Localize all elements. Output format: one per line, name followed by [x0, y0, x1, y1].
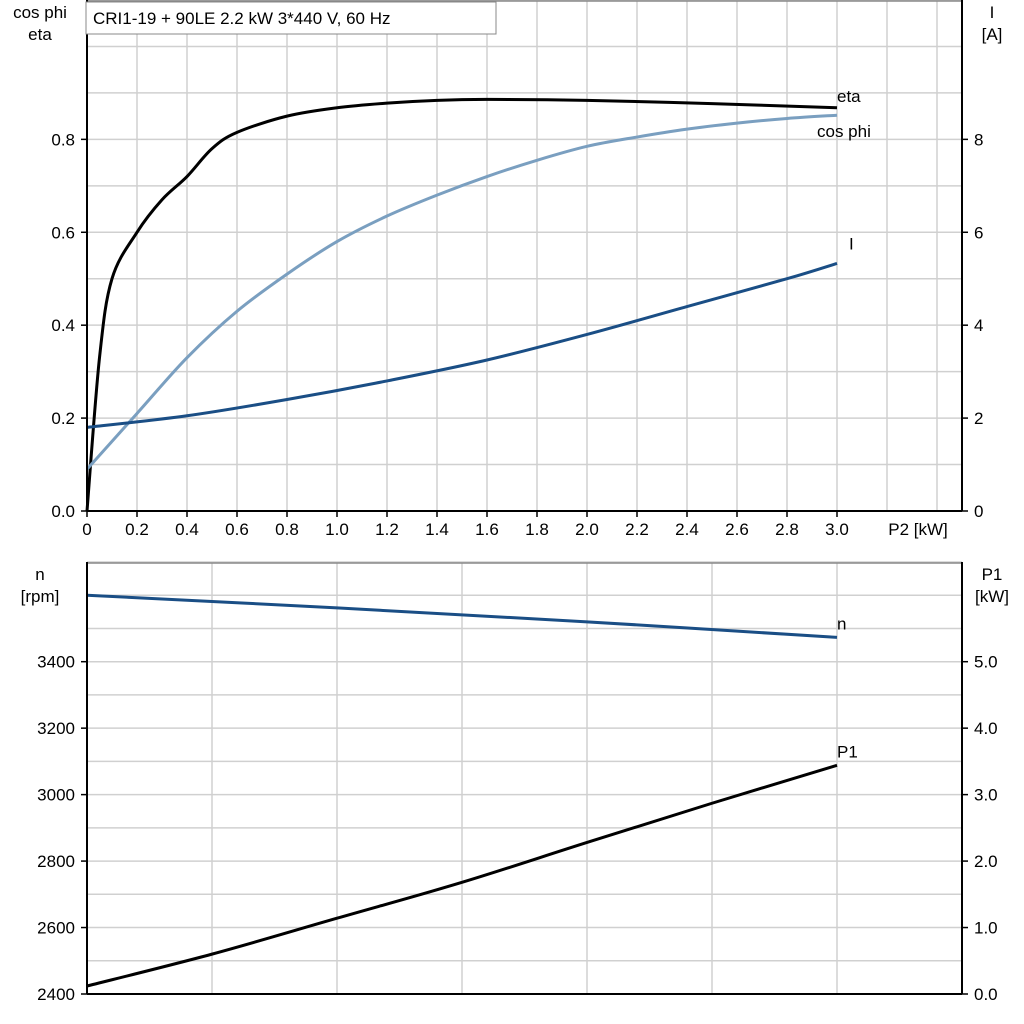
x-tick-label: 1.4 [425, 520, 449, 539]
x-tick-label: 0 [82, 520, 91, 539]
series-label-I: I [849, 234, 854, 253]
y-tick-label: 3400 [37, 653, 75, 672]
y2-tick-label: 5.0 [974, 653, 998, 672]
y-tick-label: 2800 [37, 852, 75, 871]
y2-tick-label: 8 [974, 130, 983, 149]
y-axis-label: n [35, 565, 44, 584]
y-axis-label: eta [28, 25, 52, 44]
y2-tick-label: 0.0 [974, 985, 998, 1004]
series-label-eta: eta [837, 87, 861, 106]
x-tick-label: 3.0 [825, 520, 849, 539]
y2-tick-label: 1.0 [974, 919, 998, 938]
series-line-cos-phi [85, 113, 838, 471]
x-tick-label: 0.6 [225, 520, 249, 539]
bottom-chart-grid [86, 561, 963, 995]
series-line-P1 [86, 763, 838, 988]
y-axis-label: [rpm] [21, 587, 60, 606]
y-axis-label: cos phi [13, 3, 67, 22]
x-tick-label: 1.8 [525, 520, 549, 539]
y2-tick-label: 4 [974, 316, 983, 335]
x-tick-label: 1.6 [475, 520, 499, 539]
y2-axis-label: [A] [982, 25, 1003, 44]
title-box: CRI1-19 + 90LE 2.2 kW 3*440 V, 60 Hz [85, 1, 497, 35]
series-line-eta [85, 97, 838, 512]
y-tick-label: 3000 [37, 786, 75, 805]
y2-axis-label: I [990, 3, 995, 22]
y2-tick-label: 2.0 [974, 852, 998, 871]
x-tick-label: 1.2 [375, 520, 399, 539]
y-tick-label: 3200 [37, 719, 75, 738]
y-tick-label: 0.8 [51, 130, 75, 149]
x-tick-label: 0.8 [275, 520, 299, 539]
y2-tick-label: 3.0 [974, 786, 998, 805]
series-label-P1: P1 [837, 742, 858, 761]
chart-title: CRI1-19 + 90LE 2.2 kW 3*440 V, 60 Hz [93, 9, 391, 28]
series-line-n [86, 593, 838, 639]
y-tick-label: 0.0 [51, 502, 75, 521]
y2-tick-label: 0 [974, 502, 983, 521]
x-tick-label: 2.2 [625, 520, 649, 539]
series-label-n: n [837, 614, 846, 633]
y-tick-label: 0.2 [51, 409, 75, 428]
top-chart-grid [86, 0, 962, 512]
series-label-cos-phi: cos phi [817, 122, 871, 141]
y2-axis-label: P1 [982, 565, 1003, 584]
y2-tick-label: 2 [974, 409, 983, 428]
x-axis-label: P2 [kW] [888, 520, 948, 539]
x-tick-label: 0.4 [175, 520, 199, 539]
x-tick-label: 2.8 [775, 520, 799, 539]
y-tick-label: 2600 [37, 919, 75, 938]
x-tick-label: 2.4 [675, 520, 699, 539]
x-tick-label: 2.0 [575, 520, 599, 539]
series-line-I [86, 261, 838, 429]
y2-axis-label: [kW] [975, 587, 1009, 606]
tick-labels: 0.0 0.2 0.4 0.6 0.8 0 2 4 6 8 0 0.2 0.4 0.6 0.8 1.0 1.2 1… [13, 3, 1009, 1004]
y-tick-label: 2400 [37, 985, 75, 1004]
x-tick-label: 2.6 [725, 520, 749, 539]
y2-tick-label: 6 [974, 223, 983, 242]
x-tick-label: 1.0 [325, 520, 349, 539]
chart-frames [86, 0, 963, 995]
y2-tick-label: 4.0 [974, 719, 998, 738]
y-tick-label: 0.4 [51, 316, 75, 335]
x-tick-label: 0.2 [125, 520, 149, 539]
y-tick-label: 0.6 [51, 223, 75, 242]
series-lines: eta cos phi In P1 [85, 87, 871, 988]
